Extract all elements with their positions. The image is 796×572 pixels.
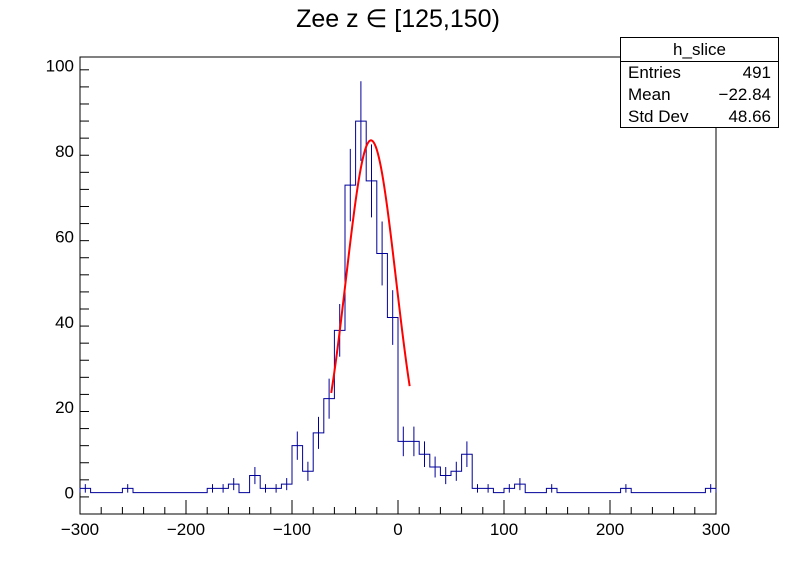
chart-title: Zee z ∈ [125,150) bbox=[296, 5, 500, 33]
x-tick-label: 100 bbox=[490, 520, 518, 539]
stats-entries-row: Entries 491 bbox=[621, 62, 778, 84]
y-tick-label: 60 bbox=[55, 227, 74, 246]
stats-mean-label: Mean bbox=[628, 85, 671, 104]
gaussian-fit-curve bbox=[330, 139, 411, 394]
x-tick-label: −300 bbox=[61, 520, 99, 539]
stats-entries-value: 491 bbox=[742, 63, 771, 82]
y-tick-label: 40 bbox=[55, 313, 74, 332]
histogram-series bbox=[79, 120, 717, 494]
x-tick-label: 0 bbox=[393, 520, 402, 539]
y-tick-label: 100 bbox=[46, 57, 74, 76]
y-tick-label: 80 bbox=[55, 142, 74, 161]
x-tick-label: −100 bbox=[273, 520, 311, 539]
stats-std-value: 48.66 bbox=[728, 107, 771, 126]
stats-histogram-name: h_slice bbox=[621, 38, 778, 62]
y-tick-label: 0 bbox=[65, 484, 74, 503]
y-tick-label: 20 bbox=[55, 398, 74, 417]
stats-box: h_slice Entries 491 Mean −22.84 Std Dev … bbox=[620, 37, 779, 128]
stats-std-row: Std Dev 48.66 bbox=[621, 106, 778, 128]
stats-std-label: Std Dev bbox=[628, 107, 689, 126]
x-tick-label: −200 bbox=[167, 520, 205, 539]
stats-mean-row: Mean −22.84 bbox=[621, 84, 778, 106]
x-tick-label: 300 bbox=[702, 520, 730, 539]
stats-mean-value: −22.84 bbox=[718, 85, 771, 104]
x-tick-label: 200 bbox=[596, 520, 624, 539]
stats-entries-label: Entries bbox=[628, 63, 681, 82]
